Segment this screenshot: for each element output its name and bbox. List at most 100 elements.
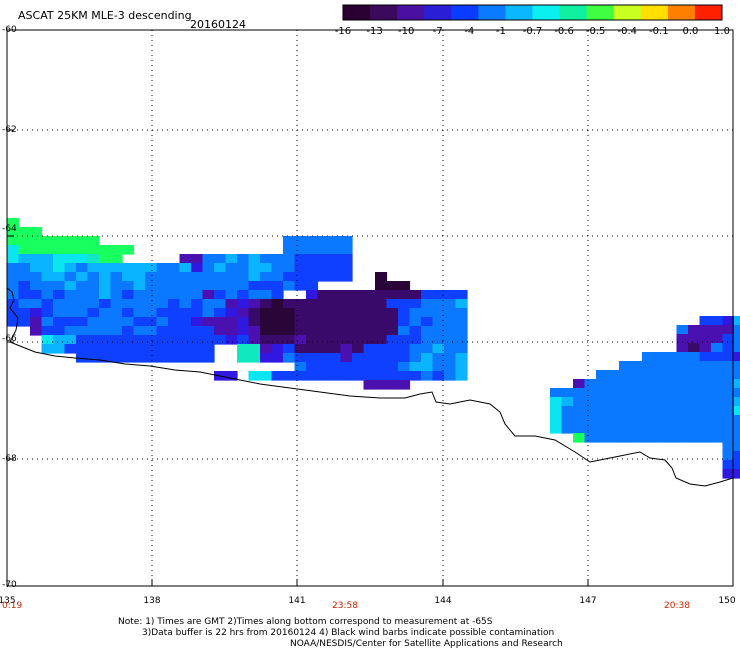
swath-cell [722, 388, 735, 398]
swath-cell [386, 290, 399, 300]
swath-cell [271, 254, 284, 264]
swath-cell [87, 326, 100, 336]
swath-cell [168, 272, 181, 282]
swath-cell [363, 308, 376, 318]
swath-cell [676, 370, 689, 380]
swath-cell [248, 290, 261, 300]
swath-cell [53, 290, 66, 300]
colorbar-label: 1.0 [714, 26, 730, 37]
swath-cell [225, 263, 238, 273]
swath-cell [110, 335, 123, 345]
swath-cell [665, 379, 678, 389]
swath-cell [133, 281, 146, 291]
swath-cell [237, 353, 250, 363]
swath-cell [237, 299, 250, 309]
swath-cell [168, 281, 181, 291]
swath-cell [550, 415, 563, 425]
swath-cell [53, 236, 66, 246]
swath-cell [340, 353, 353, 363]
swath-cell [133, 353, 146, 363]
swath-cell [722, 442, 735, 452]
swath-cell [64, 335, 77, 345]
swath-cell [584, 433, 597, 443]
swath-cell [283, 353, 296, 363]
swath-cell [329, 371, 342, 381]
swath-cell [653, 388, 666, 398]
swath-cell [306, 281, 319, 291]
swath-cell [283, 344, 296, 354]
swath-cell [237, 335, 250, 345]
swath-cell [386, 317, 399, 327]
swath-cell [294, 308, 307, 318]
colorbar-swatch [343, 5, 371, 20]
swath-cell [294, 344, 307, 354]
swath-cell [18, 317, 31, 327]
swath-cell [53, 335, 66, 345]
swath-cell [619, 424, 632, 434]
swath-cell [409, 290, 422, 300]
swath-cell [432, 326, 445, 336]
swath-cell [550, 424, 563, 434]
swath-cell [398, 281, 411, 291]
swath-cell [18, 281, 31, 291]
swath-cell [432, 335, 445, 345]
swath-cell [110, 254, 123, 264]
swath-cell [260, 299, 273, 309]
swath-cell [734, 406, 740, 416]
swath-cell [179, 299, 192, 309]
swath-cell [455, 344, 468, 354]
swath-cell [41, 236, 54, 246]
footnote-line-1: Note: 1) Times are GMT 2)Times along bot… [118, 617, 493, 627]
swath-cell [191, 281, 204, 291]
swath-cell [225, 299, 238, 309]
swath-cell [179, 308, 192, 318]
swath-cell [76, 344, 89, 354]
swath-cell [202, 344, 215, 354]
swath-cell [122, 263, 135, 273]
swath-cell [653, 352, 666, 362]
swath-cell [340, 335, 353, 345]
swath-cell [294, 272, 307, 282]
swath-cell [317, 263, 330, 273]
swath-cell [653, 379, 666, 389]
swath-cell [271, 335, 284, 345]
swath-cell [260, 263, 273, 273]
swath-cell [444, 335, 457, 345]
swath-cell [64, 317, 77, 327]
lat-label: -70 [2, 580, 17, 590]
swath-cell [455, 299, 468, 309]
swath-cell [352, 335, 365, 345]
swath-cell [271, 299, 284, 309]
swath-cell [619, 397, 632, 407]
swath-cell [237, 263, 250, 273]
swath-cell [340, 326, 353, 336]
swath-cell [283, 308, 296, 318]
swath-cell [722, 469, 735, 479]
swath-cell [596, 388, 609, 398]
swath-cell [340, 254, 353, 264]
swath-cell [329, 263, 342, 273]
colorbar-swatch [694, 5, 723, 20]
swath-cell [179, 335, 192, 345]
swath-cell [642, 352, 655, 362]
swath-cell [561, 406, 574, 416]
swath-cell [375, 335, 388, 345]
swath-cell [64, 290, 77, 300]
swath-cell [168, 299, 181, 309]
swath-cell [202, 326, 215, 336]
swath-cell [734, 352, 740, 362]
swath-cell [340, 299, 353, 309]
swath-cell [202, 254, 215, 264]
swath-cell [87, 344, 100, 354]
swath-cell [110, 290, 123, 300]
swath-cell [41, 317, 54, 327]
swath-cell [363, 371, 376, 381]
swath-cell [722, 406, 735, 416]
lat-label: -62 [2, 125, 17, 135]
swath-cell [237, 308, 250, 318]
swath-cell [41, 272, 54, 282]
swath-cell [156, 272, 169, 282]
swath-cell [191, 335, 204, 345]
swath-cell [722, 370, 735, 380]
swath-cell [409, 326, 422, 336]
